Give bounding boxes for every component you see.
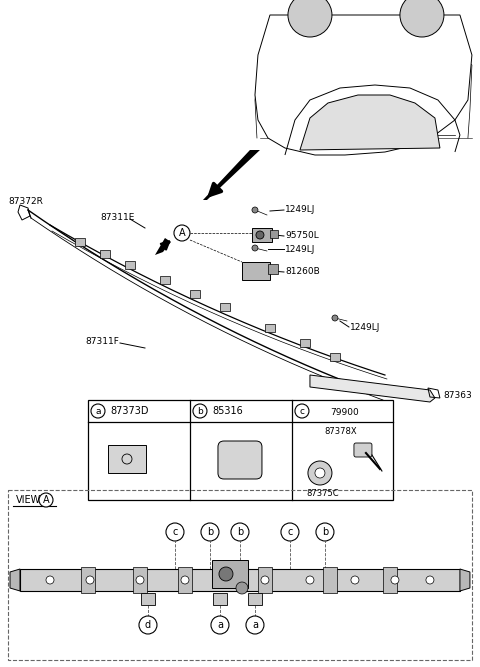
Circle shape <box>281 523 299 541</box>
Bar <box>160 277 170 285</box>
Circle shape <box>139 616 157 634</box>
Circle shape <box>236 582 248 594</box>
Bar <box>81 567 95 593</box>
Text: b: b <box>207 527 213 537</box>
Text: A: A <box>179 228 185 238</box>
Bar <box>141 593 155 605</box>
Circle shape <box>216 576 224 584</box>
Circle shape <box>166 523 184 541</box>
Text: b: b <box>237 527 243 537</box>
Bar <box>20 569 460 591</box>
Bar <box>330 353 340 361</box>
Polygon shape <box>10 569 20 591</box>
Circle shape <box>256 231 264 239</box>
Text: 87373D: 87373D <box>110 406 148 416</box>
Polygon shape <box>155 238 171 255</box>
Text: 87311F: 87311F <box>85 338 119 346</box>
Bar <box>268 264 278 274</box>
Polygon shape <box>460 569 470 591</box>
Text: VIEW: VIEW <box>16 495 41 505</box>
Bar <box>258 567 272 593</box>
Text: 81260B: 81260B <box>285 267 320 277</box>
Circle shape <box>39 493 53 507</box>
Text: 87378X: 87378X <box>324 428 357 436</box>
Bar <box>265 323 275 331</box>
Circle shape <box>288 0 332 37</box>
Circle shape <box>219 567 233 581</box>
Text: 87372R: 87372R <box>8 197 43 207</box>
Polygon shape <box>255 15 472 155</box>
Bar <box>300 340 310 348</box>
Circle shape <box>246 616 264 634</box>
Circle shape <box>308 461 332 485</box>
Text: 87375C: 87375C <box>306 490 338 498</box>
Circle shape <box>252 245 258 251</box>
Circle shape <box>46 576 54 584</box>
Text: c: c <box>300 406 304 416</box>
Text: 85316: 85316 <box>212 406 243 416</box>
Text: 87311E: 87311E <box>100 213 134 223</box>
FancyBboxPatch shape <box>108 445 146 473</box>
Bar <box>248 593 262 605</box>
Text: a: a <box>252 620 258 630</box>
Bar <box>270 230 278 238</box>
Text: A: A <box>43 495 49 505</box>
Bar <box>88 400 393 500</box>
Circle shape <box>351 576 359 584</box>
Bar <box>252 228 272 242</box>
Text: 79900: 79900 <box>331 408 360 417</box>
Circle shape <box>391 576 399 584</box>
Circle shape <box>231 523 249 541</box>
Polygon shape <box>300 95 440 150</box>
Text: 1249LJ: 1249LJ <box>285 245 315 253</box>
Circle shape <box>316 523 334 541</box>
Bar <box>8 490 472 660</box>
Polygon shape <box>310 375 435 402</box>
FancyBboxPatch shape <box>354 443 372 457</box>
Circle shape <box>306 576 314 584</box>
Bar <box>178 567 192 593</box>
Circle shape <box>211 616 229 634</box>
Circle shape <box>174 225 190 241</box>
Text: d: d <box>145 620 151 630</box>
FancyBboxPatch shape <box>218 441 262 479</box>
Bar <box>220 303 230 311</box>
Text: a: a <box>95 406 101 416</box>
Text: c: c <box>172 527 178 537</box>
Text: c: c <box>287 527 293 537</box>
Bar <box>212 560 248 588</box>
Bar <box>190 290 200 298</box>
Text: 1249LJ: 1249LJ <box>350 323 380 331</box>
Text: 95750L: 95750L <box>285 231 319 241</box>
Bar <box>100 249 110 257</box>
Text: a: a <box>217 620 223 630</box>
Circle shape <box>261 576 269 584</box>
Bar <box>323 567 337 593</box>
Text: 1249LJ: 1249LJ <box>285 205 315 215</box>
Bar <box>242 262 270 280</box>
Circle shape <box>315 468 325 478</box>
Polygon shape <box>203 150 260 200</box>
Circle shape <box>400 0 444 37</box>
Bar <box>75 238 85 246</box>
Circle shape <box>91 404 105 418</box>
Bar <box>125 261 135 269</box>
Text: b: b <box>322 527 328 537</box>
Circle shape <box>193 404 207 418</box>
Bar <box>213 593 227 605</box>
Circle shape <box>181 576 189 584</box>
Text: b: b <box>197 406 203 416</box>
Circle shape <box>252 207 258 213</box>
Circle shape <box>426 576 434 584</box>
Bar <box>383 567 397 593</box>
Circle shape <box>201 523 219 541</box>
Bar <box>133 567 147 593</box>
Circle shape <box>136 576 144 584</box>
Circle shape <box>295 404 309 418</box>
Circle shape <box>332 315 338 321</box>
Circle shape <box>86 576 94 584</box>
Text: 87363: 87363 <box>443 390 472 400</box>
